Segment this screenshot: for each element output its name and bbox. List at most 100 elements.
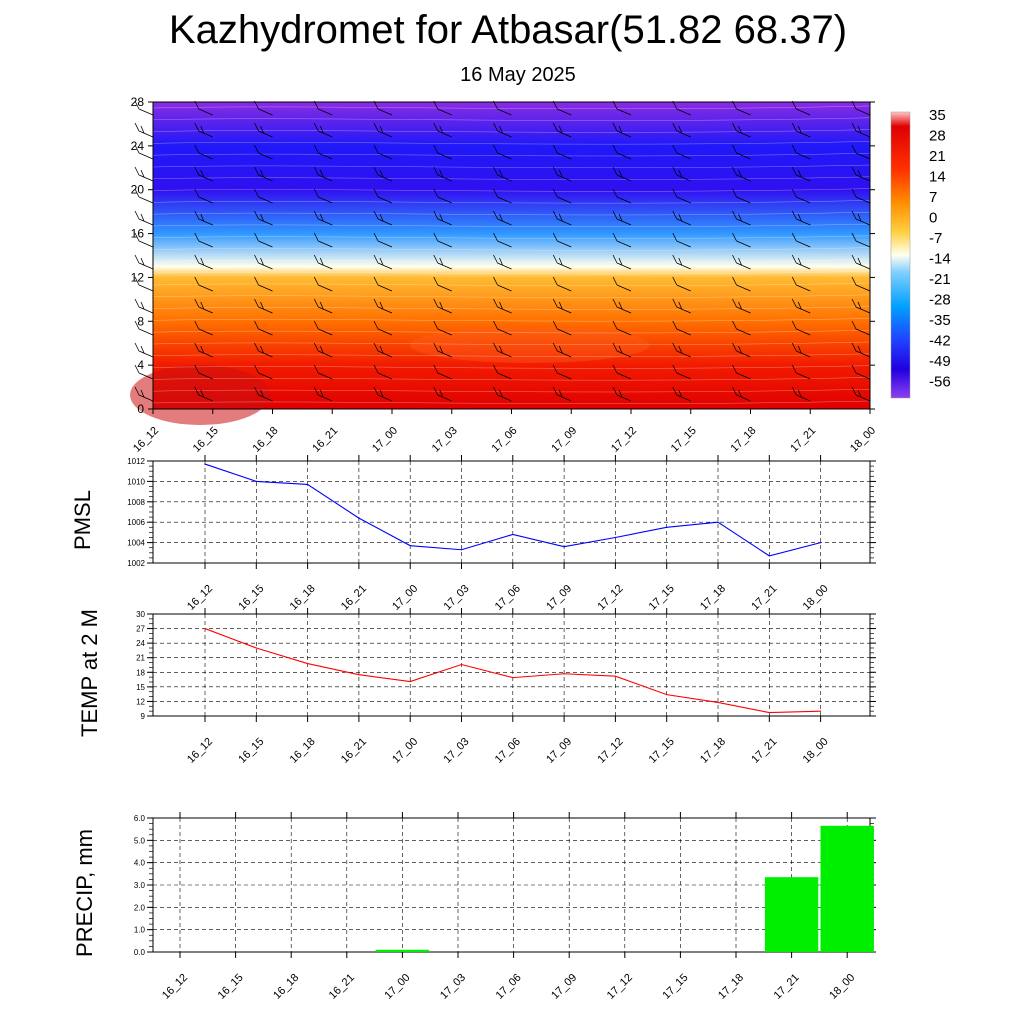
x-tick-label: 17_12 — [609, 425, 639, 455]
wind-barb — [676, 174, 691, 182]
wind-barb — [138, 306, 154, 314]
wind-barb-flag — [254, 276, 259, 286]
wind-barb — [198, 284, 213, 292]
wind-barb-flag — [439, 345, 444, 354]
x-tick-label: 18_00 — [801, 583, 831, 613]
wind-barb — [198, 196, 213, 204]
data-point — [307, 662, 309, 665]
wind-barb — [616, 174, 632, 182]
wind-barb — [138, 372, 154, 380]
x-tick-label: 18_00 — [848, 425, 878, 455]
wind-barb — [557, 240, 572, 248]
wind-barb-flag — [134, 276, 140, 286]
x-tick-label: 17_03 — [430, 425, 460, 455]
wind-barb-flag — [618, 301, 623, 310]
wind-barb-flag — [499, 257, 503, 266]
wind-barb — [855, 218, 871, 226]
contour-line — [152, 365, 871, 369]
wind-barb — [258, 306, 273, 314]
wind-barb — [437, 130, 452, 138]
wind-barb — [258, 174, 273, 182]
y-tick-label: 0 — [137, 402, 144, 416]
wind-barb — [796, 174, 811, 182]
wind-barb — [796, 284, 811, 292]
wind-barb-flag — [791, 188, 797, 198]
wind-barb-flag — [738, 257, 742, 266]
wind-barb-flag — [433, 364, 439, 374]
x-tick-label: 17_00 — [382, 972, 412, 1002]
wind-barb-flag — [732, 144, 737, 154]
wind-barb-flag — [194, 298, 200, 308]
contour-line — [152, 176, 871, 180]
wind-barb-flag — [552, 188, 558, 198]
wind-barb — [377, 218, 393, 226]
wind-barb — [855, 108, 871, 116]
wind-barb — [138, 284, 154, 292]
x-tick-label: 17_18 — [716, 972, 746, 1002]
wind-barb-flag — [791, 386, 797, 396]
y-tick-label: 1010 — [127, 477, 145, 486]
precip-panel: 0.0 1.0 2.0 3.0 4.0 5.0 6.0 16_12 16_15 16_18 16_2… — [72, 812, 876, 1002]
y-tick-label: 28 — [131, 95, 145, 109]
wind-barb — [377, 262, 393, 270]
x-tick-label: 16_15 — [236, 736, 266, 766]
wind-barb-flag — [499, 169, 503, 178]
wind-barb-flag — [797, 301, 802, 310]
wind-barb — [676, 284, 691, 292]
wind-barb-flag — [851, 122, 857, 132]
wind-barb-flag — [319, 213, 324, 222]
wind-barb — [676, 394, 691, 402]
wind-barb-flag — [433, 122, 439, 132]
contour-line — [152, 117, 871, 121]
x-tick-label: 16_15 — [191, 425, 221, 455]
wind-barb — [616, 240, 632, 248]
x-tick-label: 17_12 — [605, 972, 635, 1002]
wind-barb — [796, 328, 811, 336]
colorbar-label: -7 — [929, 230, 942, 247]
wind-barb-flag — [678, 389, 683, 398]
wind-barb-flag — [791, 166, 797, 176]
colorbar-label: -56 — [929, 374, 951, 391]
wind-barb-flag — [672, 166, 678, 176]
wind-barb — [557, 328, 572, 336]
data-point — [820, 710, 822, 712]
wind-barb-flag — [134, 166, 140, 176]
wind-barb-flag — [254, 254, 259, 264]
x-tick-label: 17_18 — [698, 583, 728, 613]
wind-barb — [855, 306, 871, 314]
wind-barb — [796, 152, 811, 160]
wind-barb-flag — [672, 320, 678, 330]
y-axis-label: PMSL — [70, 490, 95, 550]
wind-barb — [676, 262, 691, 270]
wind-barb-flag — [678, 257, 683, 266]
warm-core — [130, 365, 270, 425]
data-point — [409, 680, 411, 683]
wind-barb-flag — [379, 169, 384, 178]
wind-barb-flag — [732, 254, 737, 264]
wind-barb — [676, 108, 691, 116]
data-point — [768, 555, 770, 557]
wind-barb-flag — [732, 342, 737, 352]
x-tick-label: 17_18 — [729, 425, 759, 455]
wind-barb-flag — [857, 257, 862, 266]
wind-barb-flag — [612, 188, 618, 198]
wind-barb-flag — [254, 342, 259, 352]
wind-barb-flag — [552, 298, 558, 308]
wind-barb-flag — [493, 276, 498, 286]
wind-barb-flag — [552, 254, 558, 264]
chart-subtitle: 16 May 2025 — [460, 64, 576, 86]
pmsl-panel: 1002 1004 1006 1008 1010 1012 16_12 16_15 16_18 1… — [70, 455, 876, 613]
wind-barb — [616, 284, 632, 292]
wind-barb-flag — [857, 389, 862, 398]
wind-barb-flag — [319, 389, 324, 398]
wind-barb-flag — [791, 210, 797, 220]
wind-barb-flag — [732, 320, 737, 330]
wind-barb — [138, 328, 154, 336]
wind-barb-flag — [791, 144, 797, 154]
wind-barb — [736, 306, 751, 314]
wind-barb-flag — [552, 276, 558, 286]
wind-barb-flag — [439, 301, 444, 310]
wind-barb — [377, 108, 393, 116]
wind-barb — [138, 130, 154, 138]
wind-barb-flag — [678, 125, 683, 134]
